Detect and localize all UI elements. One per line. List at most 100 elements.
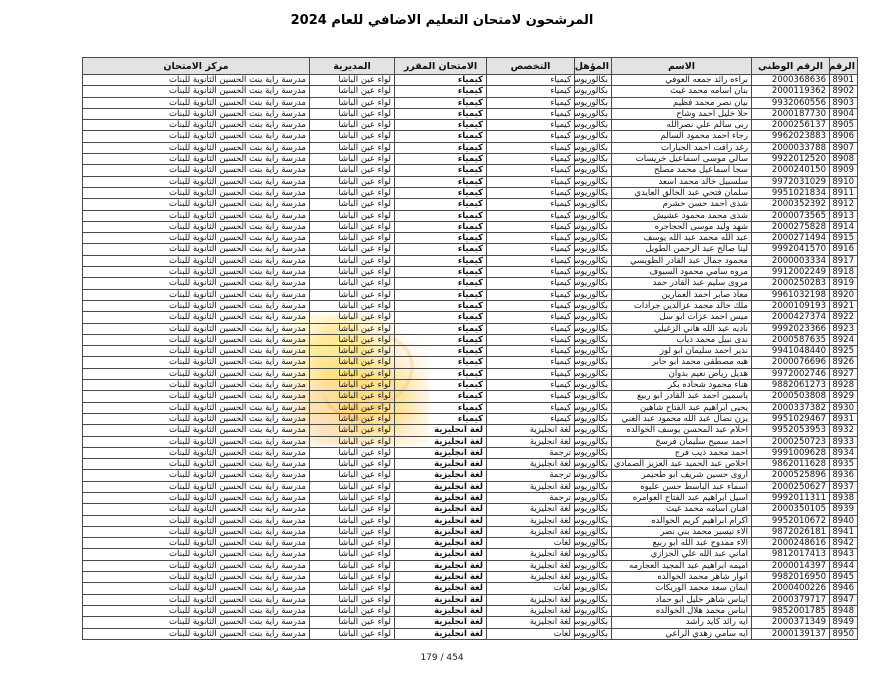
cell-directorate: لواء عين الباشا (309, 424, 395, 437)
cell-name: مروه سامي محمود السيوف (611, 266, 752, 279)
cell-scheduled-exam: كيمياء (394, 73, 487, 87)
cell-name: لينا صالح عبد الرحمن الطويل (611, 243, 752, 256)
cell-directorate: لواء عين الباشا (309, 96, 395, 109)
cell-seq: 8925 (829, 345, 858, 358)
cell-national-id: 2000139137 (751, 627, 830, 640)
cell-exam-center: مدرسة راية بنت الحسين الثانوية للبنات (82, 243, 310, 256)
cell-seq: 8930 (829, 401, 858, 414)
cell-scheduled-exam: كيمياء (394, 277, 487, 290)
cell-directorate: لواء عين الباشا (309, 616, 395, 629)
cell-directorate: لواء عين الباشا (309, 141, 395, 155)
cell-specialization: كيمياء (486, 164, 575, 177)
cell-name: ايه سامي زهدي الراعي (611, 627, 752, 640)
cell-name: رجاء احمد محمود السالم (611, 130, 752, 143)
cell-national-id: 9972002746 (751, 367, 830, 381)
cell-seq: 8907 (829, 141, 858, 155)
cell-directorate: لواء عين الباشا (309, 107, 395, 121)
cell-name: براءه رائد جمعه العوفي (611, 73, 752, 87)
cell-national-id: 9922012520 (751, 153, 830, 166)
cell-specialization: كيمياء (486, 107, 575, 121)
cell-specialization: لغة انجليزية (486, 616, 575, 629)
cell-seq: 8941 (829, 525, 858, 539)
cell-qualification: بكالوريوس (574, 458, 612, 471)
cell-exam-center: مدرسة راية بنت الحسين الثانوية للبنات (82, 379, 310, 392)
cell-scheduled-exam: لغة انجليزية (394, 514, 487, 527)
cell-specialization: كيمياء (486, 153, 575, 166)
cell-national-id: 9882061273 (751, 379, 830, 392)
table-row: 8907 2000033788 رغد رافت احمد الجبارات ب… (82, 141, 858, 155)
table-row: 8904 2000187730 حلا خليل احمد وشاح بكالو… (82, 107, 858, 121)
cell-specialization: كيمياء (486, 209, 575, 222)
page-title: المرشحون لامتحان التعليم الاضافي للعام 2… (290, 13, 594, 28)
cell-scheduled-exam: كيمياء (394, 299, 487, 313)
cell-directorate: لواء عين الباشا (309, 491, 395, 505)
cell-national-id: 2000427374 (751, 311, 830, 324)
column-header: الاسم (611, 57, 752, 75)
cell-seq: 8927 (829, 367, 858, 381)
cell-directorate: لواء عين الباشا (309, 548, 395, 561)
cell-name: الاء تيسير محمد بني نصر (611, 525, 752, 539)
cell-seq: 8931 (829, 412, 858, 426)
cell-scheduled-exam: لغة انجليزية (394, 503, 487, 516)
cell-national-id: 2000587635 (751, 333, 830, 347)
cell-scheduled-exam: لغة انجليزية (394, 491, 487, 505)
cell-name: اميمه ابراهيم عبد المجيد العجارمه (611, 559, 752, 573)
cell-exam-center: مدرسة راية بنت الحسين الثانوية للبنات (82, 299, 310, 313)
cell-national-id: 2000248616 (751, 537, 830, 550)
cell-exam-center: مدرسة راية بنت الحسين الثانوية للبنات (82, 186, 310, 200)
cell-exam-center: مدرسة راية بنت الحسين الثانوية للبنات (82, 175, 310, 188)
cell-scheduled-exam: لغة انجليزية (394, 446, 487, 460)
cell-specialization: كيمياء (486, 277, 575, 290)
table-row: 8927 9972002746 هديل رياض نعيم بدوان بكا… (82, 367, 858, 381)
cell-exam-center: مدرسة راية بنت الحسين الثانوية للبنات (82, 311, 310, 324)
cell-national-id: 9992041570 (751, 243, 830, 256)
cell-national-id: 2000271494 (751, 232, 830, 245)
cell-name: سلسبيل خالد محمد اسعد (611, 175, 752, 188)
cell-qualification: بكالوريوس (574, 548, 612, 561)
cell-scheduled-exam: لغة انجليزية (394, 548, 487, 561)
cell-specialization: كيمياء (486, 130, 575, 143)
cell-name: اماني عبد الله علي الجزازي (611, 548, 752, 561)
cell-exam-center: مدرسة راية بنت الحسين الثانوية للبنات (82, 266, 310, 279)
cell-exam-center: مدرسة راية بنت الحسين الثانوية للبنات (82, 627, 310, 640)
cell-qualification: بكالوريوس (574, 164, 612, 177)
cell-name: ناديه عبد الله هاني الزغيلي (611, 322, 752, 335)
cell-qualification: بكالوريوس (574, 401, 612, 414)
cell-seq: 8935 (829, 458, 858, 471)
table-row: 8922 2000427374 ميس احمد عزات ابو سل بكا… (82, 311, 858, 324)
cell-scheduled-exam: كيمياء (394, 401, 487, 414)
cell-scheduled-exam: كيمياء (394, 243, 487, 256)
cell-specialization: لغات (486, 582, 575, 595)
cell-scheduled-exam: كيمياء (394, 367, 487, 381)
cell-directorate: لواء عين الباشا (309, 435, 395, 448)
cell-national-id: 9862011628 (751, 458, 830, 471)
table-row: 8947 2000379717 ايناس شاهر خليل ابو حماد… (82, 593, 858, 606)
cell-qualification: بكالوريوس (574, 412, 612, 426)
cell-qualification: بكالوريوس (574, 333, 612, 347)
cell-name: شهد وليد موسى الحجاجره (611, 220, 752, 234)
cell-directorate: لواء عين الباشا (309, 85, 395, 98)
cell-directorate: لواء عين الباشا (309, 198, 395, 211)
cell-qualification: بكالوريوس (574, 119, 612, 132)
cell-specialization: لغات (486, 537, 575, 550)
cell-exam-center: مدرسة راية بنت الحسين الثانوية للبنات (82, 424, 310, 437)
cell-name: اخلاص عبد الحميد عبد العزيز الصمادي (611, 458, 752, 471)
cell-qualification: بكالوريوس (574, 514, 612, 527)
cell-qualification: بكالوريوس (574, 345, 612, 358)
cell-directorate: لواء عين الباشا (309, 559, 395, 573)
cell-specialization: كيمياء (486, 379, 575, 392)
cell-name: ايناس شاهر خليل ابو حماد (611, 593, 752, 606)
table-row: 8931 9951029467 يزن نضال عبد الله محمود … (82, 412, 858, 426)
cell-name: اسيل ابراهيم عبد الفتاح العوامره (611, 491, 752, 505)
cell-exam-center: مدرسة راية بنت الحسين الثانوية للبنات (82, 593, 310, 606)
cell-name: احمد محمد ذيب فرج (611, 446, 752, 460)
cell-qualification: بكالوريوس (574, 85, 612, 98)
cell-specialization: كيمياء (486, 73, 575, 87)
cell-name: سالي موسى اسماعيل خريسات (611, 153, 752, 166)
cell-specialization: لغة انجليزية (486, 593, 575, 606)
cell-name: رغد رافت احمد الجبارات (611, 141, 752, 155)
cell-exam-center: مدرسة راية بنت الحسين الثانوية للبنات (82, 571, 310, 584)
table-row: 8948 9852001785 ايناس محمد هلال الخوالده… (82, 604, 858, 618)
cell-seq: 8906 (829, 130, 858, 143)
cell-name: احمد سميح سليمان فرسخ (611, 435, 752, 448)
